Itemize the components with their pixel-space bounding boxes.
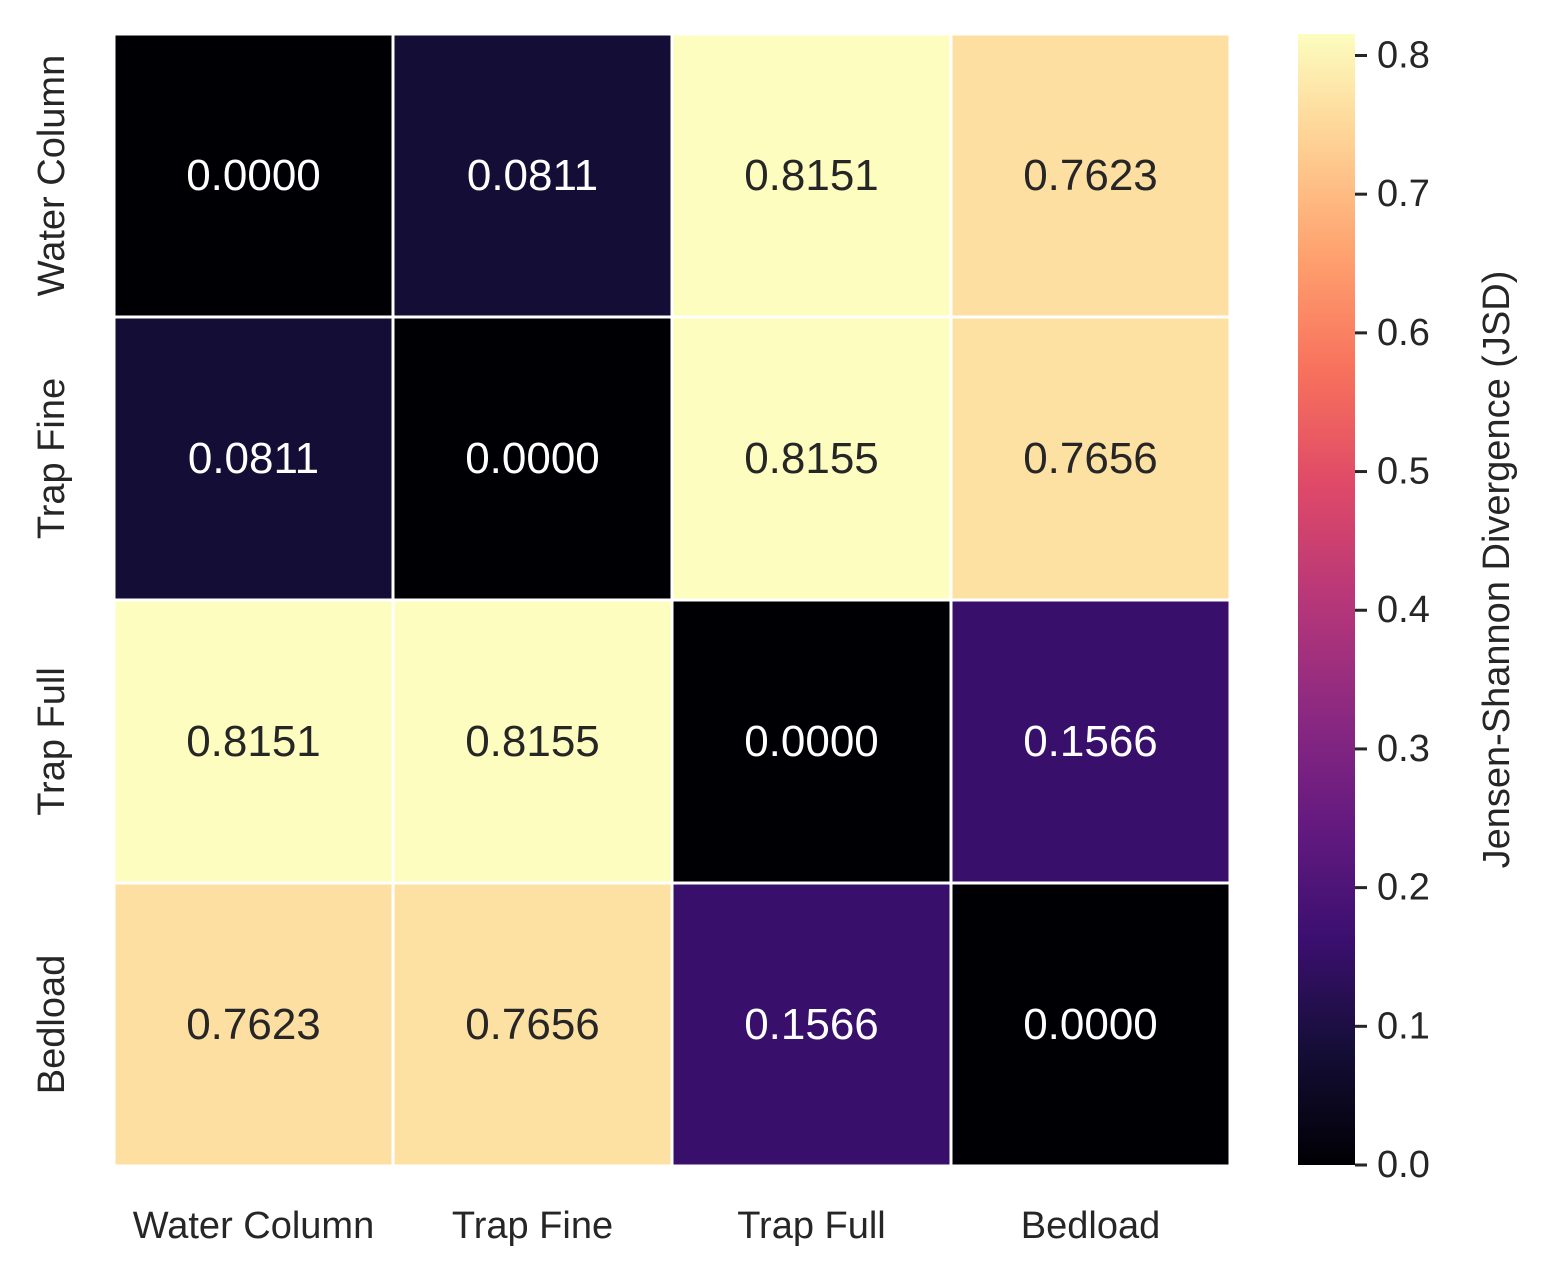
- colorbar-tick-label: 0.6: [1377, 312, 1430, 354]
- y-tick-label: Bedload: [31, 955, 73, 1094]
- heatmap-cell: [949, 881, 1232, 1168]
- x-tick-label: Trap Full: [737, 1205, 886, 1247]
- cell-value-label: 0.8155: [744, 434, 879, 483]
- colorbar-tick-label: 0.3: [1377, 728, 1430, 770]
- heatmap-cell: [391, 881, 674, 1168]
- heatmap-cell: [112, 315, 395, 602]
- colorbar-label: Jensen-Shannon Divergence (JSD): [1476, 271, 1518, 869]
- heatmap-cell: [949, 32, 1232, 319]
- heatmap-cell: [949, 315, 1232, 602]
- heatmap-cell: [949, 598, 1232, 885]
- cell-value-label: 0.7623: [1023, 151, 1158, 200]
- colorbar: 0.0 0.1 0.2 0.3 0.4 0.5 0.6 0.7 0.8 Jensen-Shann…: [1298, 34, 1518, 1186]
- cell-value-label: 0.8151: [744, 151, 879, 200]
- cell-value-label: 0.0000: [744, 717, 879, 766]
- cell-value-label: 0.0811: [467, 151, 598, 200]
- colorbar-tick-label: 0.4: [1377, 589, 1430, 631]
- cell-value-label: 0.1566: [1023, 717, 1158, 766]
- heatmap-cell: [391, 315, 674, 602]
- cell-value-label: 0.0811: [188, 434, 319, 483]
- colorbar-ticks: 0.0 0.1 0.2 0.3 0.4 0.5 0.6 0.7 0.8: [1355, 34, 1430, 1186]
- colorbar-gradient: [1298, 34, 1355, 1165]
- y-tick-label: Trap Full: [31, 667, 73, 816]
- heatmap-cell: [391, 598, 674, 885]
- x-tick-labels: Water Column Trap Fine Trap Full Bedload: [133, 1205, 1160, 1247]
- colorbar-tick-label: 0.0: [1377, 1144, 1430, 1186]
- colorbar-tick-label: 0.7: [1377, 173, 1430, 215]
- x-tick-label: Water Column: [133, 1205, 374, 1247]
- colorbar-tick-label: 0.1: [1377, 1005, 1430, 1047]
- y-tick-label: Trap Fine: [31, 378, 73, 539]
- cell-value-label: 0.7623: [186, 1000, 321, 1049]
- y-tick-label: Water Column: [31, 55, 73, 296]
- heatmap-cell: [670, 881, 953, 1168]
- x-tick-label: Bedload: [1021, 1205, 1160, 1247]
- cell-value-label: 0.7656: [1023, 434, 1158, 483]
- heatmap-cell: [112, 32, 395, 319]
- heatmap-cell: [670, 32, 953, 319]
- heatmap-cell: [391, 32, 674, 319]
- cell-value-label: 0.0000: [186, 151, 321, 200]
- cell-value-label: 0.1566: [744, 1000, 879, 1049]
- cell-value-label: 0.0000: [465, 434, 600, 483]
- cell-value-label: 0.7656: [465, 1000, 600, 1049]
- colorbar-tick-label: 0.2: [1377, 867, 1430, 909]
- colorbar-tick-label: 0.5: [1377, 451, 1430, 493]
- x-tick-label: Trap Fine: [452, 1205, 613, 1247]
- heatmap-cell: [112, 881, 395, 1168]
- cell-value-label: 0.8151: [186, 717, 321, 766]
- y-tick-labels: Water Column Trap Fine Trap Full Bedload: [31, 55, 73, 1094]
- cell-value-label: 0.8155: [465, 717, 600, 766]
- colorbar-tick-label: 0.8: [1377, 34, 1430, 76]
- cell-value-label: 0.0000: [1023, 1000, 1158, 1049]
- heatmap-cells: 0.0000 0.0811 0.8151 0.7623 0.0811 0.0000 0.81…: [112, 32, 1232, 1168]
